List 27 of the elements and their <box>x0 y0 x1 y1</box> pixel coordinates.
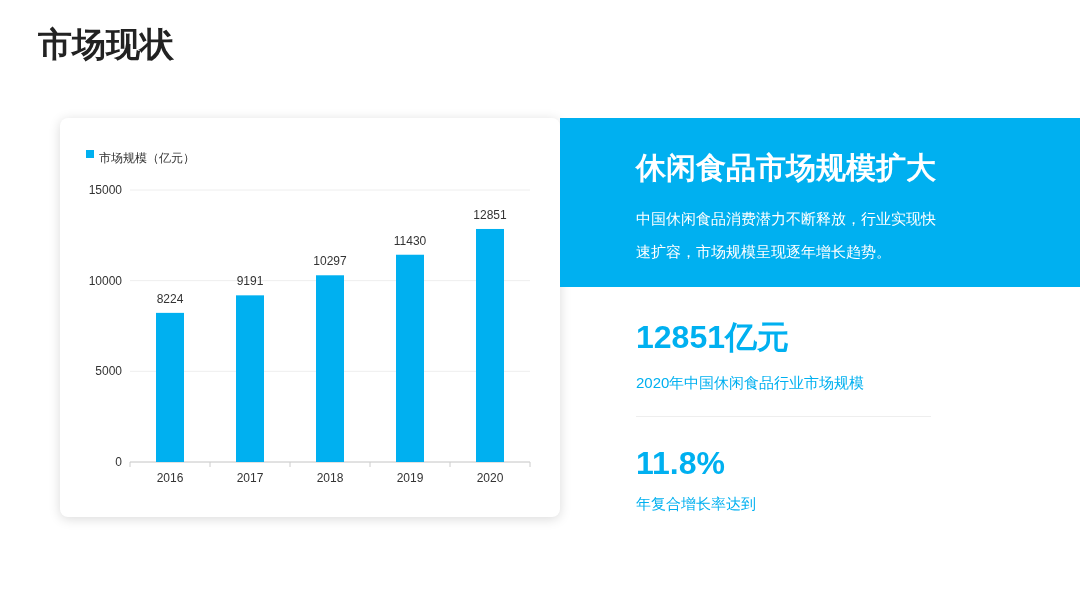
x-tick-label: 2016 <box>156 471 184 485</box>
legend-label: 市场规模（亿元） <box>99 151 195 165</box>
bar <box>396 254 424 462</box>
data-label: 10297 <box>313 254 348 269</box>
bar <box>316 275 344 462</box>
x-tick-label: 2019 <box>396 471 424 485</box>
text: 12851亿元 <box>636 318 789 357</box>
y-tick-label: 0 <box>115 455 123 469</box>
y-tick-label: 15000 <box>88 183 123 197</box>
y-tick-label: 5000 <box>95 364 123 379</box>
chart-title: 市场现状 <box>38 24 174 65</box>
text: 中国休闲食品消费潜力不断释放，行业实现快速扩容，市场规模呈现逐年增长趋势。 <box>636 209 936 262</box>
bar <box>236 295 264 462</box>
bar <box>156 312 184 462</box>
text: 2020年中国休闲食品行业市场规模 <box>636 374 865 393</box>
data-label: 9191 <box>236 274 264 289</box>
bar <box>476 228 504 462</box>
data-label: 11430 <box>393 233 427 248</box>
x-tick-label: 2018 <box>316 471 344 485</box>
y-tick-label: 10000 <box>88 273 123 288</box>
text: 年复合增长率达到 <box>636 495 756 514</box>
text: 11.8% <box>636 445 725 482</box>
text: 休闲食品市场规模扩大 <box>636 150 936 186</box>
x-tick-label: 2017 <box>236 471 264 485</box>
data-label: 8224 <box>156 291 184 306</box>
data-label: 12851 <box>473 207 508 222</box>
x-tick-label: 2020 <box>476 471 504 485</box>
